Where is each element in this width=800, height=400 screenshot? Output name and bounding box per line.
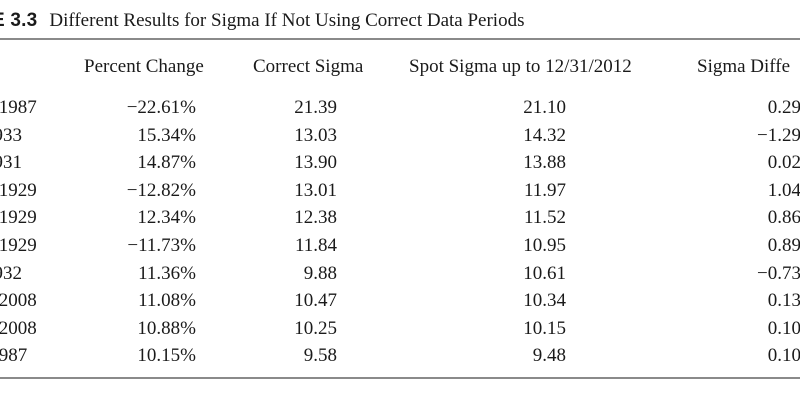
row-percent-change: 11.36% bbox=[138, 262, 196, 284]
row-sigma-difference: 1.04 bbox=[767, 179, 800, 201]
row-correct-sigma: 10.25 bbox=[294, 317, 337, 339]
row-date: 5/1929 bbox=[0, 179, 37, 201]
table-number: E 3.3 bbox=[0, 10, 38, 31]
row-correct-sigma: 11.84 bbox=[294, 235, 337, 256]
row-spot-sigma: 13.88 bbox=[523, 152, 566, 174]
row-date: 1933 bbox=[0, 124, 22, 146]
row-spot-sigma: 9.48 bbox=[532, 345, 566, 367]
row-percent-change: −12.82% bbox=[126, 179, 196, 201]
row-percent-change: 10.88% bbox=[137, 317, 196, 339]
row-sigma-difference: 0.13 bbox=[767, 290, 800, 312]
row-sigma-difference: 0.29 bbox=[767, 97, 800, 118]
row-percent-change: 10.15% bbox=[137, 345, 196, 367]
row-date: 0/1987 bbox=[0, 97, 37, 118]
row-percent-change: −11.73% bbox=[127, 235, 196, 256]
row-spot-sigma: 11.52 bbox=[523, 207, 566, 229]
table-caption: E 3.3 Different Results for Sigma If Not … bbox=[0, 8, 524, 34]
table-title: Different Results for Sigma If Not Using… bbox=[49, 10, 525, 31]
row-date: 5/2008 bbox=[0, 317, 37, 339]
row-sigma-difference: 0.02 bbox=[767, 152, 800, 174]
row-spot-sigma: 10.34 bbox=[523, 290, 566, 312]
row-sigma-difference: −0.73 bbox=[757, 262, 800, 284]
row-sigma-difference: 0.10 bbox=[767, 345, 800, 367]
bottom-rule bbox=[0, 377, 800, 379]
row-correct-sigma: 13.01 bbox=[294, 179, 337, 201]
row-percent-change: 15.34% bbox=[137, 124, 196, 146]
header-spot-sigma: Spot Sigma up to 12/31/2012 bbox=[409, 56, 632, 77]
row-date: 5/2008 bbox=[0, 290, 37, 312]
row-correct-sigma: 21.39 bbox=[294, 97, 337, 118]
row-spot-sigma: 10.15 bbox=[523, 317, 566, 339]
row-correct-sigma: 13.90 bbox=[294, 152, 337, 174]
row-spot-sigma: 14.32 bbox=[523, 124, 566, 146]
row-spot-sigma: 21.10 bbox=[523, 97, 566, 118]
row-date: 1932 bbox=[0, 262, 22, 284]
header-sigma-difference: Sigma Diffe bbox=[697, 56, 791, 77]
row-spot-sigma: 11.97 bbox=[523, 179, 566, 201]
row-sigma-difference: 0.89 bbox=[767, 235, 800, 256]
row-date: /1987 bbox=[0, 345, 28, 367]
row-spot-sigma: 10.61 bbox=[523, 262, 566, 284]
row-correct-sigma: 9.88 bbox=[303, 262, 337, 284]
row-percent-change: 12.34% bbox=[137, 207, 196, 229]
row-correct-sigma: 13.03 bbox=[294, 124, 337, 146]
row-sigma-difference: 0.86 bbox=[767, 207, 800, 229]
row-sigma-difference: −1.29 bbox=[757, 124, 800, 146]
row-date: 0/1929 bbox=[0, 235, 37, 256]
row-percent-change: 14.87% bbox=[137, 152, 196, 174]
row-correct-sigma: 12.38 bbox=[294, 207, 337, 229]
header-percent-change: Percent Change bbox=[84, 56, 204, 77]
row-correct-sigma: 9.58 bbox=[303, 345, 337, 367]
row-date: 1931 bbox=[0, 152, 22, 174]
row-correct-sigma: 10.47 bbox=[294, 290, 337, 312]
header-correct-sigma: Correct Sigma bbox=[253, 56, 364, 77]
row-sigma-difference: 0.10 bbox=[767, 317, 800, 339]
row-spot-sigma: 10.95 bbox=[523, 235, 566, 256]
top-rule bbox=[0, 38, 800, 40]
row-date: 0/1929 bbox=[0, 207, 37, 229]
row-percent-change: −22.61% bbox=[126, 97, 196, 118]
row-percent-change: 11.08% bbox=[138, 290, 196, 312]
